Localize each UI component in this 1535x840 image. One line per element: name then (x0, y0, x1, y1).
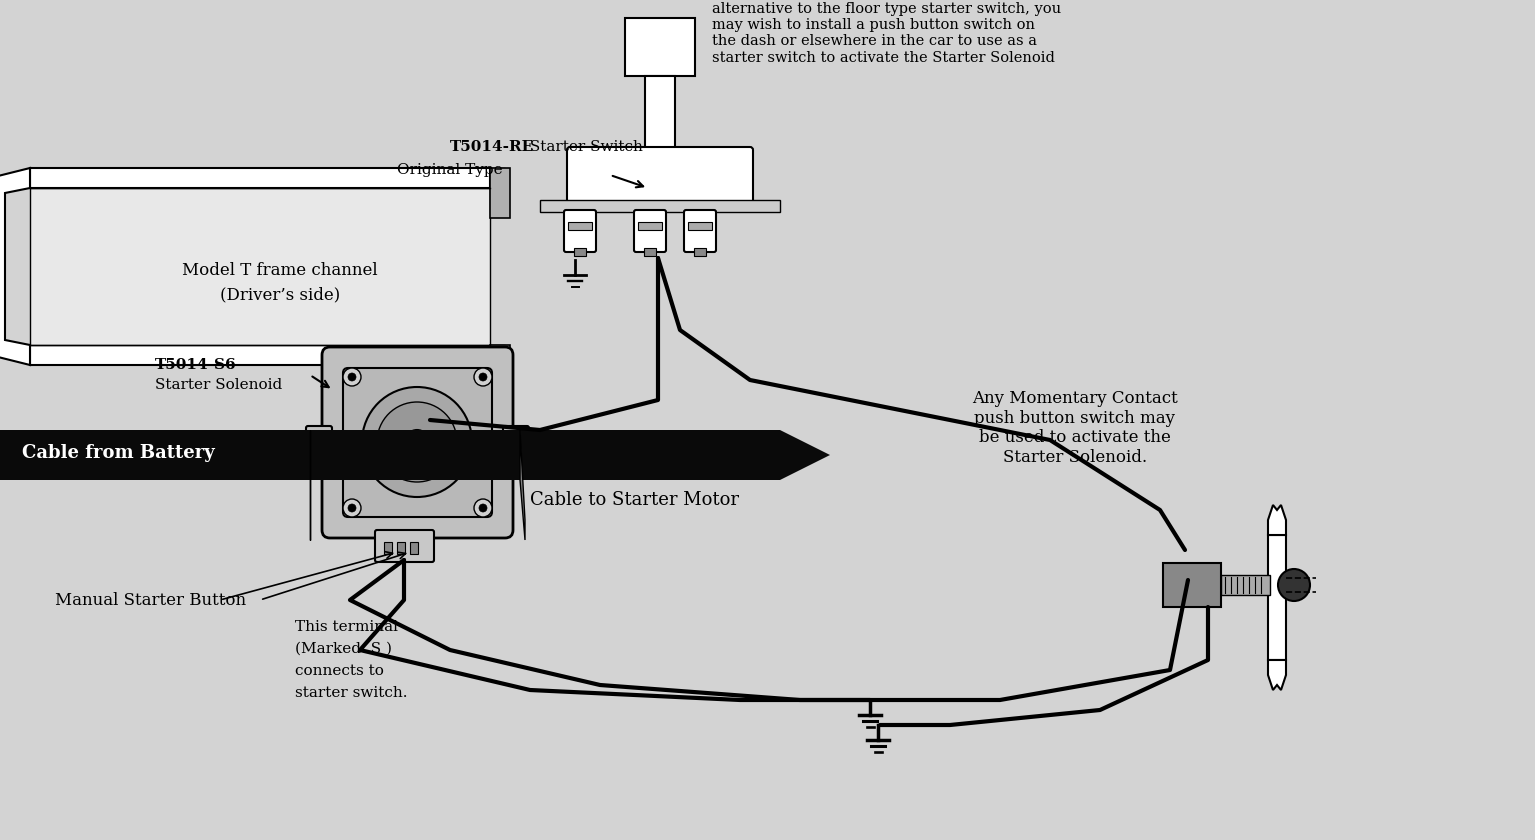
Bar (398, 542, 405, 554)
Bar (1164, 563, 1220, 607)
Polygon shape (780, 430, 830, 480)
Text: (Driver’s side): (Driver’s side) (220, 286, 341, 303)
Bar (490, 345, 510, 395)
Bar (688, 222, 712, 230)
Circle shape (362, 387, 471, 497)
Circle shape (348, 504, 356, 512)
Text: Starter Switch: Starter Switch (525, 140, 643, 154)
Text: Cable to Starter Motor: Cable to Starter Motor (530, 491, 738, 509)
Bar (490, 168, 510, 218)
Text: T5014-RE: T5014-RE (450, 140, 534, 154)
Circle shape (405, 430, 428, 454)
Bar (645, 76, 675, 151)
FancyBboxPatch shape (634, 210, 666, 252)
Text: Manual Starter Button: Manual Starter Button (55, 591, 246, 608)
Bar (1220, 575, 1269, 595)
Circle shape (474, 368, 493, 386)
FancyBboxPatch shape (503, 426, 530, 458)
Text: alternative to the floor type starter switch, you
may wish to install a push but: alternative to the floor type starter sw… (712, 2, 1061, 65)
Text: starter switch.: starter switch. (295, 686, 407, 700)
Bar (694, 248, 706, 256)
Bar (645, 248, 655, 256)
Bar (574, 248, 586, 256)
Bar (1268, 535, 1286, 660)
Bar (0, 430, 780, 480)
FancyBboxPatch shape (375, 530, 434, 562)
Text: This terminal: This terminal (295, 620, 398, 634)
Bar (410, 542, 418, 554)
Text: Original Type: Original Type (398, 163, 503, 177)
Polygon shape (0, 168, 31, 365)
Bar (568, 222, 593, 230)
Bar (639, 222, 662, 230)
Bar (31, 168, 490, 188)
FancyBboxPatch shape (342, 368, 493, 517)
Text: Cable from Battery: Cable from Battery (21, 444, 215, 462)
Circle shape (378, 402, 457, 482)
Text: (Marked  S ): (Marked S ) (295, 642, 391, 656)
Bar (625, 18, 695, 76)
Bar (540, 200, 780, 212)
Circle shape (479, 504, 487, 512)
Polygon shape (1268, 660, 1286, 690)
Circle shape (348, 373, 356, 381)
Circle shape (342, 499, 361, 517)
FancyBboxPatch shape (322, 347, 513, 538)
Circle shape (1279, 569, 1309, 601)
Circle shape (342, 368, 361, 386)
Text: Starter Solenoid: Starter Solenoid (155, 378, 282, 392)
FancyBboxPatch shape (305, 426, 332, 458)
Text: connects to: connects to (295, 664, 384, 678)
Circle shape (479, 373, 487, 381)
FancyBboxPatch shape (563, 210, 596, 252)
Circle shape (414, 439, 421, 445)
Polygon shape (1268, 505, 1286, 535)
Polygon shape (520, 430, 525, 540)
FancyBboxPatch shape (685, 210, 715, 252)
Bar (31, 188, 490, 345)
Bar (490, 345, 505, 365)
Bar (384, 542, 391, 554)
Text: Any Momentary Contact
push button switch may
be used to activate the
Starter Sol: Any Momentary Contact push button switch… (972, 390, 1177, 466)
Bar (31, 345, 490, 365)
FancyBboxPatch shape (566, 147, 754, 208)
Bar (490, 168, 505, 188)
Text: T5014-S6: T5014-S6 (155, 358, 236, 372)
Text: Model T frame channel: Model T frame channel (183, 261, 378, 279)
Circle shape (474, 499, 493, 517)
